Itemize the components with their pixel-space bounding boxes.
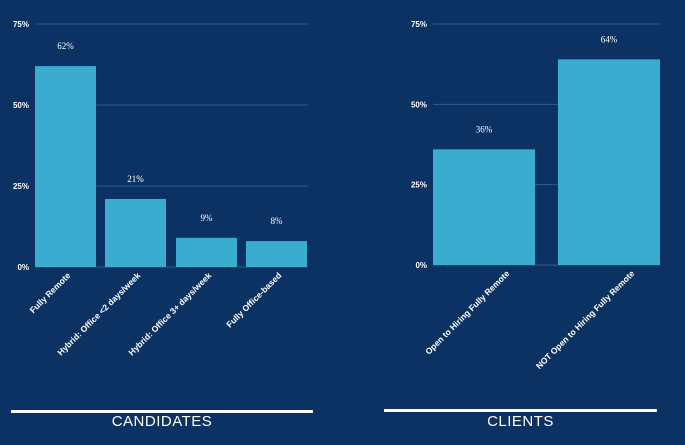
candidates-underline (11, 410, 313, 413)
category-label: Hybrid: Office 3+ days/week (126, 270, 213, 357)
candidates-title: CANDIDATES (111, 413, 213, 430)
y-tick-label: 25% (13, 182, 29, 191)
bar (246, 241, 307, 267)
y-tick-label: 75% (411, 20, 427, 29)
y-tick-label: 0% (415, 261, 427, 270)
category-label: Open to Hiring Fully Remote (423, 268, 511, 356)
data-label: 9% (201, 213, 214, 223)
category-label: Hybrid: Office <2 days/week (55, 270, 142, 357)
clients-title: CLIENTS (487, 413, 554, 430)
clients-underline (384, 409, 657, 412)
y-tick-label: 25% (411, 181, 427, 190)
bar (176, 237, 237, 267)
data-label: 62% (57, 41, 74, 51)
category-label: Fully Remote (28, 270, 73, 315)
data-label: 21% (127, 174, 144, 184)
bar (558, 59, 660, 266)
bar (105, 198, 166, 267)
y-tick-label: 50% (13, 101, 29, 110)
data-label: 8% (271, 216, 284, 226)
clients-chart: 0% 25% 50% 75% 36% Open to Hiring Fully Remot… (411, 20, 660, 371)
data-label: 36% (476, 124, 493, 134)
category-label: Fully Office-based (224, 270, 283, 329)
candidates-chart: 0% 25% 50% 75% 62% Fully Remote 21% Hybrid: Off… (13, 20, 308, 357)
y-tick-label: 0% (17, 263, 29, 272)
bar (433, 149, 535, 265)
data-label: 64% (601, 34, 618, 44)
category-label: NOT Open to Hiring Fully Remote (534, 268, 637, 371)
y-tick-label: 75% (13, 20, 29, 29)
bar (35, 66, 96, 268)
y-tick-label: 50% (411, 100, 427, 109)
